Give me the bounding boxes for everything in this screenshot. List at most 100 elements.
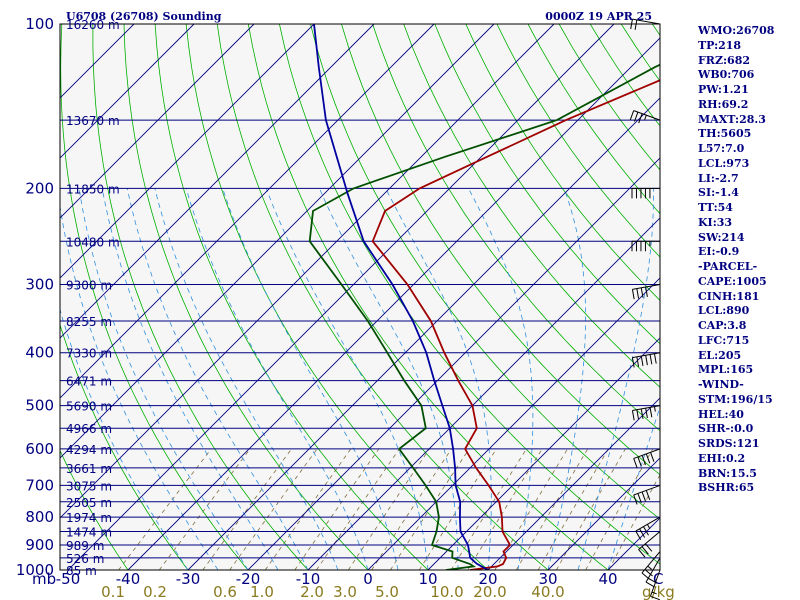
wind-barb-flag [649, 407, 653, 418]
temperature-tick-label: -20 [236, 570, 261, 588]
dry-adiabat-line [777, 24, 800, 570]
wind-barb [635, 516, 661, 540]
mixing-ratio-line [467, 448, 543, 570]
wind-barb-flag [638, 549, 646, 558]
sounding-index: EHI:0.2 [698, 451, 746, 465]
wind-barb [641, 551, 661, 580]
mixing-ratio-label: 0.1 [101, 583, 125, 600]
height-label: 85 m [66, 564, 97, 578]
mixing-ratio-line [389, 448, 470, 570]
mixing-ratio-label: 0.6 [213, 583, 237, 600]
pressure-label: 100 [25, 15, 54, 33]
mixing-ratio-line [316, 448, 400, 570]
height-label: 13670 m [66, 114, 120, 128]
mixing-ratio-unit-label: g/kg [642, 583, 675, 600]
pressure-label: 500 [25, 397, 54, 415]
wind-barb-half-flag [653, 406, 656, 412]
wind-barb-staff [632, 352, 661, 359]
wind-barb-staff [649, 569, 661, 597]
isotherm-line [60, 24, 255, 219]
sounding-index: LCL:973 [698, 156, 750, 170]
isotherm-line [247, 157, 660, 570]
temperature-tick-label: 40 [598, 570, 617, 588]
pressure-unit-label: mb [32, 570, 56, 588]
wind-barb-flag [639, 528, 646, 538]
wind-barb [631, 284, 661, 300]
sounding-index: CAPE:1005 [698, 274, 767, 288]
sounding-index: L57:7.0 [698, 142, 745, 155]
wind-barb-staff [632, 405, 661, 411]
wind-barb-flag [637, 456, 642, 467]
plot-frame [59, 23, 661, 571]
sounding-index: EI:-0.9 [698, 245, 740, 259]
wind-barb-flag [629, 110, 635, 121]
pressure-label: 600 [25, 440, 54, 458]
moist-adiabat-line [101, 188, 279, 570]
sounding-index: CINH:181 [698, 289, 760, 303]
height-label: 2505 m [66, 496, 112, 510]
sounding-index: PW:1.21 [698, 83, 749, 96]
moist-adiabat-line [78, 188, 249, 570]
wind-barb-staff [632, 284, 661, 290]
sounding-index: MPL:165 [698, 363, 754, 377]
wind-barb-flag [641, 546, 649, 555]
sounding-index: SHR-:0.0 [698, 422, 754, 436]
height-label: 6471 m [66, 375, 112, 389]
wind-barb-flag [631, 410, 635, 421]
sounding-index: TP:218 [698, 38, 742, 52]
mixing-ratio-label: 1.0 [250, 583, 274, 600]
sounding-index: LFC:715 [698, 333, 750, 347]
mixing-ratio-label: 40.0 [531, 583, 564, 600]
wind-barb-flag [630, 19, 633, 30]
mixing-ratio-label: 3.0 [333, 583, 357, 600]
parcel-profile [313, 24, 489, 570]
sounding-index: -WIND- [698, 378, 744, 391]
isotherm-line [307, 217, 660, 570]
isotherm-line [60, 24, 195, 159]
sounding-index: WMO:26708 [698, 24, 775, 37]
mixing-ratio-line [585, 448, 654, 570]
isotherm-line [427, 337, 660, 570]
isotherm-line [60, 24, 315, 279]
sounding-index: SI:-1.4 [698, 186, 739, 200]
wind-barb [631, 187, 660, 199]
pressure-label: 900 [25, 536, 54, 554]
temperature-tick-label: -10 [296, 570, 321, 588]
wind-barb-flag [640, 355, 644, 366]
wind-barb-half-flag [647, 565, 652, 570]
wind-barb-flag [640, 287, 644, 298]
sounding-index: KI:33 [698, 215, 733, 229]
chart-title: U6708 (26708) Sounding [66, 10, 222, 23]
mixing-ratio-label: 5.0 [375, 583, 399, 600]
wind-barb-flag [636, 409, 640, 420]
wind-barb-flag [634, 111, 639, 122]
wind-barb-flag [650, 595, 660, 600]
sounding-index: LI:-2.7 [698, 171, 739, 185]
isotherm-line [60, 24, 375, 339]
mixing-ratio-line [347, 448, 430, 570]
mixing-ratio-label: 10.0 [430, 583, 463, 600]
mixing-ratio-label: 20.0 [473, 583, 506, 600]
isotherm-line [187, 97, 660, 570]
mixing-ratio-label: 0.2 [143, 583, 167, 600]
wind-barb-flag [636, 288, 640, 299]
temperature-tick-label: 30 [538, 570, 557, 588]
height-label: 3075 m [66, 479, 112, 493]
height-label: 4966 m [66, 422, 112, 436]
sounding-index: HEL:40 [698, 407, 744, 421]
wind-barb-flag [645, 581, 655, 588]
sounding-index: SRDS:121 [698, 437, 760, 450]
pressure-label: 1000 [16, 561, 54, 579]
isotherm-line [127, 37, 660, 570]
wind-barb-flag [645, 286, 648, 297]
wind-barb-half-flag [646, 524, 651, 529]
wind-barb-flag [635, 530, 642, 540]
dewpoint-profile [308, 63, 660, 570]
wind-barb-flag [638, 113, 643, 124]
temperature-unit-label: C [653, 570, 663, 588]
moist-adiabat-line [60, 204, 219, 570]
isotherm-line [60, 24, 555, 519]
temperature-tick-label: -50 [56, 570, 81, 588]
height-label: 5690 m [66, 400, 112, 414]
isotherm-line [367, 277, 660, 570]
